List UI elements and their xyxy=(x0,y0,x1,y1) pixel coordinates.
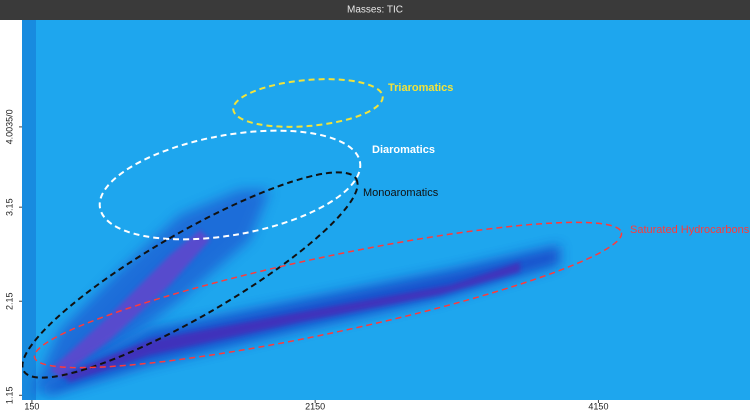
y-tick-label: 4.0035/0 xyxy=(4,109,14,144)
annotation: Saturated Hydrocarbons xyxy=(630,224,750,236)
annotation: Triaromatics xyxy=(388,82,453,94)
chart: Masses: TIC Triaromatics Diaromatics Mon… xyxy=(0,0,750,411)
x-tick-label: 2150 xyxy=(305,401,325,411)
annotation: Diaromatics xyxy=(372,144,435,156)
solvent-band xyxy=(22,20,36,400)
x-tick-label: 150 xyxy=(24,401,39,411)
y-tick-label: 1.15 xyxy=(4,387,14,405)
y-tick-label: 3.15 xyxy=(4,198,14,216)
x-tick-label: 4150 xyxy=(588,401,608,411)
chart-title: Masses: TIC xyxy=(347,5,403,16)
plot-area: Triaromatics Diaromatics Monoaromatics S… xyxy=(3,20,750,407)
y-tick-label: 2.15 xyxy=(4,292,14,310)
annotation: Monoaromatics xyxy=(363,187,439,199)
